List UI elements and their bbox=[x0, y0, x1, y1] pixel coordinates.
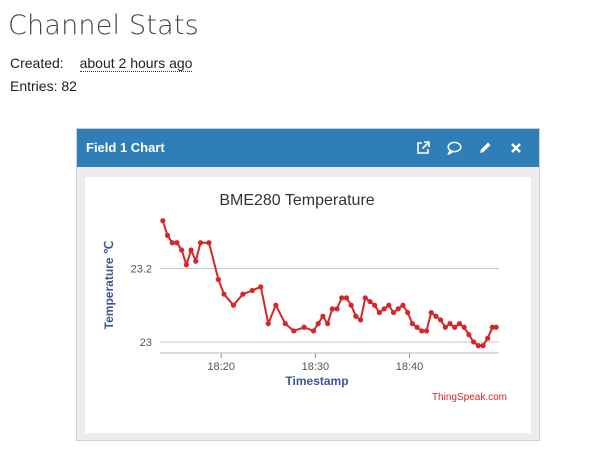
data-point[interactable] bbox=[428, 309, 434, 316]
data-point[interactable] bbox=[169, 240, 175, 246]
data-point[interactable] bbox=[493, 324, 499, 330]
data-point[interactable] bbox=[353, 313, 359, 319]
widget-title: Field 1 Chart bbox=[86, 140, 165, 155]
data-point[interactable] bbox=[221, 291, 227, 297]
field-chart-widget: Field 1 Chart BME280 Temperature 23 23.2 1… bbox=[76, 128, 540, 441]
data-point[interactable] bbox=[215, 276, 221, 283]
y-tick-label: 23 bbox=[140, 337, 152, 349]
entries-row: Entries: 82 bbox=[10, 78, 77, 94]
data-point[interactable] bbox=[395, 306, 401, 312]
y-axis-label: Temperature ℃ bbox=[102, 241, 116, 330]
x-tick-label: 18:30 bbox=[302, 361, 330, 373]
data-point[interactable] bbox=[442, 324, 448, 330]
data-point[interactable] bbox=[197, 240, 204, 246]
page-title: Channel Stats bbox=[8, 10, 199, 41]
data-point[interactable] bbox=[325, 320, 331, 327]
data-point[interactable] bbox=[183, 262, 189, 268]
data-point[interactable] bbox=[320, 313, 326, 319]
data-point[interactable] bbox=[390, 309, 397, 316]
data-point[interactable] bbox=[206, 240, 212, 246]
created-label: Created: bbox=[10, 55, 64, 71]
data-point[interactable] bbox=[452, 324, 458, 330]
data-point[interactable] bbox=[456, 320, 463, 327]
data-point[interactable] bbox=[339, 295, 345, 301]
external-link-icon[interactable] bbox=[414, 139, 432, 157]
data-point[interactable] bbox=[381, 306, 387, 312]
pencil-icon[interactable] bbox=[476, 139, 494, 157]
data-point[interactable] bbox=[291, 328, 297, 334]
data-point[interactable] bbox=[447, 320, 453, 327]
temperature-chart: BME280 Temperature 23 23.2 18:20 18:30 18:40… bbox=[102, 192, 507, 403]
data-point[interactable] bbox=[419, 328, 425, 334]
data-point[interactable] bbox=[475, 343, 481, 349]
data-point[interactable] bbox=[282, 320, 288, 327]
data-point[interactable] bbox=[386, 302, 392, 308]
data-point[interactable] bbox=[301, 324, 307, 330]
data-point[interactable] bbox=[409, 320, 415, 327]
data-point[interactable] bbox=[273, 302, 279, 308]
data-point[interactable] bbox=[329, 306, 335, 312]
data-point[interactable] bbox=[466, 332, 472, 338]
comment-icon[interactable] bbox=[445, 139, 463, 157]
data-point[interactable] bbox=[240, 291, 246, 297]
data-point[interactable] bbox=[423, 328, 430, 334]
data-point[interactable] bbox=[357, 317, 364, 323]
created-value[interactable]: about 2 hours ago bbox=[79, 55, 193, 72]
data-point[interactable] bbox=[249, 287, 255, 294]
data-point[interactable] bbox=[230, 302, 237, 308]
created-row: Created: about 2 hours ago bbox=[10, 55, 193, 72]
data-point[interactable] bbox=[334, 306, 340, 312]
chart-title: BME280 Temperature bbox=[219, 192, 374, 209]
thingspeak-credit[interactable]: ThingSpeak.com bbox=[432, 392, 507, 403]
data-point[interactable] bbox=[376, 309, 383, 316]
data-point[interactable] bbox=[480, 343, 486, 349]
data-point[interactable] bbox=[405, 309, 411, 316]
data-point[interactable] bbox=[160, 218, 166, 224]
data-point[interactable] bbox=[265, 320, 271, 327]
data-point[interactable] bbox=[258, 284, 264, 290]
data-point[interactable] bbox=[343, 295, 350, 301]
x-tick-label: 18:40 bbox=[396, 361, 424, 373]
x-axis-label: Timestamp bbox=[285, 374, 348, 388]
data-point[interactable] bbox=[414, 324, 420, 330]
close-icon[interactable] bbox=[507, 139, 525, 157]
widget-toolbar bbox=[414, 139, 525, 157]
x-tick-label: 18:20 bbox=[207, 361, 235, 373]
entries-value: 82 bbox=[61, 78, 77, 94]
chart-area: BME280 Temperature 23 23.2 18:20 18:30 18:40… bbox=[85, 177, 531, 433]
data-point[interactable] bbox=[188, 247, 194, 253]
y-tick-label: 23.2 bbox=[131, 263, 152, 275]
entries-label: Entries: bbox=[10, 78, 58, 94]
data-point[interactable] bbox=[485, 335, 491, 341]
data-point[interactable] bbox=[461, 324, 467, 330]
data-point[interactable] bbox=[174, 240, 180, 246]
data-point[interactable] bbox=[179, 247, 185, 253]
data-point[interactable] bbox=[348, 302, 354, 308]
data-point[interactable] bbox=[193, 258, 199, 264]
data-point[interactable] bbox=[164, 232, 171, 238]
data-point[interactable] bbox=[362, 295, 368, 301]
data-point[interactable] bbox=[400, 302, 406, 308]
data-point[interactable] bbox=[310, 328, 317, 334]
data-point[interactable] bbox=[470, 339, 477, 345]
data-point[interactable] bbox=[315, 320, 321, 327]
data-point[interactable] bbox=[438, 317, 444, 323]
data-point[interactable] bbox=[372, 302, 378, 308]
data-point[interactable] bbox=[367, 298, 373, 305]
widget-header: Field 1 Chart bbox=[77, 129, 539, 167]
data-point[interactable] bbox=[489, 324, 496, 330]
data-point[interactable] bbox=[433, 313, 439, 319]
